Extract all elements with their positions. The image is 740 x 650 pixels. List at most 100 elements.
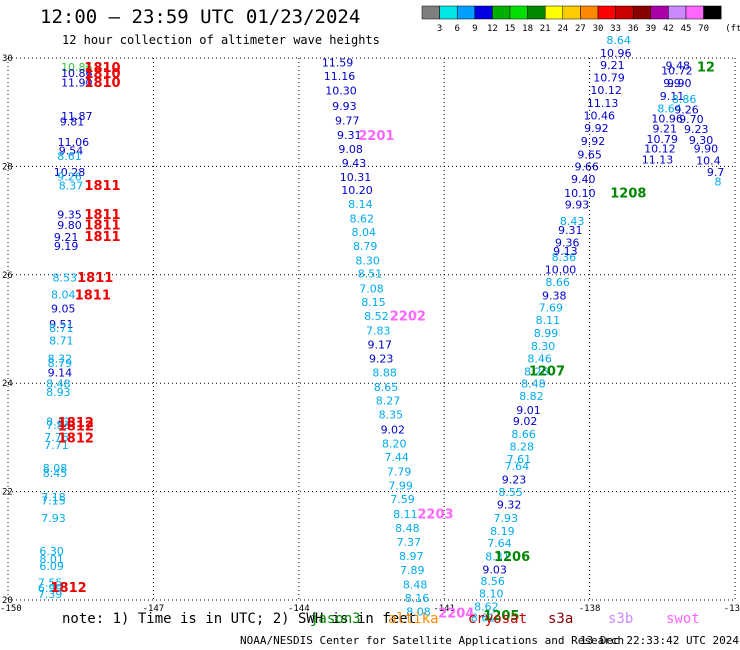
x-tick-label: -144 [288,604,310,614]
wave-height-label: 8.19 [490,525,515,538]
wave-height-label: 8.66 [511,428,536,441]
color-swatch [544,5,564,20]
wave-height-label: 9.31 [558,224,583,237]
wave-height-label: 9.66 [574,160,599,173]
wave-height-label: 11.90 [61,76,93,89]
wave-height-label: 9.26 [57,171,82,184]
wave-height-label: 9.23 [684,123,709,136]
color-scale-label: 21 [540,24,551,34]
wave-height-label: 6.30 [39,545,64,558]
x-tick-label: -147 [143,604,165,614]
color-swatch [580,5,599,20]
wave-height-label: 8.48 [521,378,546,391]
wave-height-label: 9.9 [663,77,681,90]
color-scale-label: 9 [472,24,477,34]
wave-height-label: 9.02 [381,423,406,436]
wave-height-label: 7.69 [539,301,564,314]
wave-height-label: 11.16 [324,70,356,83]
x-tick-label: -138 [579,604,601,614]
wave-height-label: 10.12 [644,143,676,156]
x-tick-label: -13 [724,604,740,614]
wave-height-label: 9.7 [707,166,725,179]
wave-height-label: 9.21 [600,59,625,72]
wave-height-label: 8.01 [39,553,64,566]
color-swatch [509,5,528,20]
color-scale-label: 27 [575,24,586,34]
pass-label: 1812 [58,419,94,434]
wave-height-label: 9.93 [565,198,590,211]
wave-height-label: 9.26 [674,103,699,116]
wave-height-label: 8.61 [471,611,496,624]
wave-height-label: 8.79 [353,240,378,253]
color-swatch [527,5,546,20]
wave-height-label: 8.14 [348,198,373,211]
wave-height-label: 7.15 [41,494,66,507]
wave-height-label: 10.4 [696,154,721,167]
wave-height-label: 8.45 [43,467,68,480]
wave-height-label: 7.39 [38,588,63,601]
wave-height-label: 9.21 [54,231,79,244]
color-swatch [439,5,458,20]
color-swatch [597,5,616,20]
wave-height-label: 8.20 [382,437,407,450]
wave-height-label: 10.00 [545,263,577,276]
pass-label: 2201 [358,129,394,144]
note-prefix: note: 1) Time is in UTC; 2) SWH is in fe… [62,611,417,627]
wave-height-label: 9.92 [584,122,609,135]
color-scale-label: 70 [698,24,709,34]
wave-height-label: 7.93 [494,512,519,525]
wave-height-label: 8.04 [351,226,376,239]
wave-height-label: 10.96 [651,113,683,126]
wave-height-label: 7.37 [397,536,422,549]
color-scale-label: 36 [628,24,639,34]
satellite-legend-item: cryosat [468,611,528,627]
pass-label: 1811 [84,208,120,223]
wave-height-label: 10.20 [341,184,373,197]
wave-height-label: 8.27 [376,395,401,408]
color-swatch [703,5,722,20]
satellite-legend-item: altika [388,611,439,627]
wave-height-label: 7.93 [41,512,66,525]
wave-height-label: 8.15 [361,296,386,309]
wave-height-label: 8.51 [358,268,383,281]
wave-height-label: 9.43 [342,157,367,170]
pass-label: 1810 [84,76,120,91]
wave-height-label: 9.31 [337,129,362,142]
x-tick-label: -141 [433,604,455,614]
wave-height-label: 8.88 [372,366,397,379]
wave-height-label: 8.52 [364,310,389,323]
wave-height-label: 9.90 [694,143,719,156]
wave-height-label: 10.72 [661,64,693,77]
wave-height-label: 8.30 [355,255,380,268]
wave-height-label: 9.01 [516,404,541,417]
color-scale-label: 24 [557,24,568,34]
wave-height-label: 8.35 [379,409,404,422]
wave-height-label: 8.66 [545,276,570,289]
wave-height-label: 8.62 [350,212,375,225]
wave-height-label: 7.71 [44,439,69,452]
pass-label: 12 [697,61,715,76]
satellite-legend-item: jason3 [310,611,361,627]
wave-height-label: 8.30 [531,340,556,353]
pass-label: 1812 [50,581,86,596]
color-scale-label: 39 [645,24,656,34]
color-scale-label: 30 [593,24,604,34]
wave-height-label: 9.93 [332,100,357,113]
wave-height-label: 8.43 [560,215,585,228]
wave-height-label: 9.17 [367,339,392,352]
wave-height-label: 7.83 [366,325,391,338]
wave-height-label: 7.64 [487,537,512,550]
pass-label: 2202 [390,309,426,324]
wave-height-label: 9.23 [369,352,394,365]
wave-height-label: 8.97 [399,550,424,563]
wave-height-label: 11.06 [58,136,90,149]
wave-height-label: 8.93 [46,386,71,399]
pass-label: 2203 [417,507,453,522]
wave-height-label: 9.65 [577,148,602,161]
satellite-legend-item: swot [666,611,700,627]
wave-height-label: 9.51 [49,318,74,331]
wave-height-label: 8.62 [474,601,499,614]
wave-height-label: 9.38 [542,289,567,302]
wave-height-label: 8.08 [406,605,431,618]
